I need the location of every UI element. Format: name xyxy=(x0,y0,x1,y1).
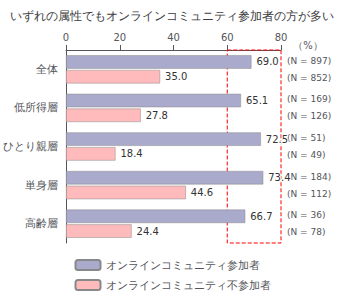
svg-text:(N = 49): (N = 49) xyxy=(287,150,325,160)
svg-text:(N = 184): (N = 184) xyxy=(287,172,331,182)
svg-text:(N = 36): (N = 36) xyxy=(287,210,325,220)
svg-text:44.6: 44.6 xyxy=(191,187,213,198)
svg-text:(N = 51): (N = 51) xyxy=(287,133,325,143)
svg-text:全体: 全体 xyxy=(36,63,58,76)
svg-text:(N = 112): (N = 112) xyxy=(287,189,331,199)
svg-text:65.1: 65.1 xyxy=(246,95,268,106)
svg-text:(N = 897): (N = 897) xyxy=(287,56,331,66)
svg-text:(N = 78): (N = 78) xyxy=(287,227,325,237)
svg-text:0: 0 xyxy=(63,32,69,43)
svg-text:20: 20 xyxy=(113,32,126,43)
svg-text:35.0: 35.0 xyxy=(165,71,187,82)
svg-text:72.5: 72.5 xyxy=(266,134,288,145)
svg-text:ひとり親層: ひとり親層 xyxy=(3,140,58,153)
svg-text:高齢層: 高齢層 xyxy=(25,217,58,230)
svg-text:60: 60 xyxy=(221,32,234,43)
svg-text:66.7: 66.7 xyxy=(250,211,272,222)
svg-text:80: 80 xyxy=(275,32,288,43)
svg-text:いずれの属性でもオンラインコミュニティ参加者の方が多い: いずれの属性でもオンラインコミュニティ参加者の方が多い xyxy=(10,9,334,23)
svg-text:(N = 852): (N = 852) xyxy=(287,73,331,83)
svg-text:18.4: 18.4 xyxy=(120,148,142,159)
svg-text:73.4: 73.4 xyxy=(268,172,290,183)
svg-text:27.8: 27.8 xyxy=(146,110,168,121)
svg-text:40: 40 xyxy=(167,32,180,43)
svg-text:オンラインコミュニティ参加者: オンラインコミュニティ参加者 xyxy=(106,259,260,272)
svg-text:オンラインコミュニティ不参加者: オンラインコミュニティ不参加者 xyxy=(106,279,271,292)
svg-text:低所得層: 低所得層 xyxy=(14,101,58,114)
svg-text:（%）: （%） xyxy=(293,40,323,51)
svg-text:単身層: 単身層 xyxy=(25,179,58,192)
svg-text:(N = 126): (N = 126) xyxy=(287,111,331,121)
svg-text:24.4: 24.4 xyxy=(137,226,159,237)
svg-text:(N = 169): (N = 169) xyxy=(287,94,331,104)
svg-text:69.0: 69.0 xyxy=(256,56,278,67)
